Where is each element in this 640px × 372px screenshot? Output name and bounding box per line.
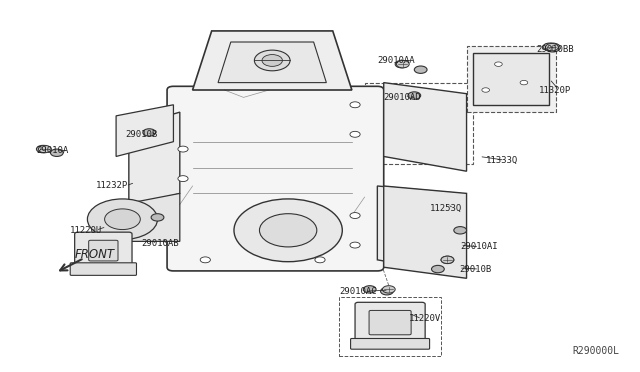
Text: 29010B: 29010B xyxy=(459,264,491,273)
Text: 11220U: 11220U xyxy=(70,226,102,235)
Circle shape xyxy=(495,62,502,66)
Text: 29010A: 29010A xyxy=(36,147,68,155)
FancyBboxPatch shape xyxy=(369,310,411,335)
Circle shape xyxy=(520,80,528,85)
Circle shape xyxy=(545,43,560,52)
Circle shape xyxy=(36,145,49,153)
Polygon shape xyxy=(467,46,556,112)
Text: 29010AC: 29010AC xyxy=(339,287,377,296)
Circle shape xyxy=(178,176,188,182)
Text: 29010AA: 29010AA xyxy=(378,56,415,65)
Circle shape xyxy=(254,50,290,71)
Circle shape xyxy=(234,199,342,262)
Text: 29010AI: 29010AI xyxy=(460,243,498,251)
Polygon shape xyxy=(129,112,180,208)
Circle shape xyxy=(454,227,467,234)
FancyBboxPatch shape xyxy=(70,263,136,275)
Circle shape xyxy=(151,214,164,221)
Circle shape xyxy=(441,256,454,263)
Text: 29010BB: 29010BB xyxy=(537,45,574,54)
Circle shape xyxy=(315,257,325,263)
Polygon shape xyxy=(384,83,467,171)
Polygon shape xyxy=(473,53,549,105)
Circle shape xyxy=(364,286,376,293)
Circle shape xyxy=(441,256,454,263)
Circle shape xyxy=(143,129,156,136)
Circle shape xyxy=(408,92,420,99)
FancyBboxPatch shape xyxy=(89,240,118,261)
Text: 11333Q: 11333Q xyxy=(486,155,518,165)
Polygon shape xyxy=(116,105,173,157)
Circle shape xyxy=(178,146,188,152)
Circle shape xyxy=(259,214,317,247)
Circle shape xyxy=(104,209,140,230)
Circle shape xyxy=(350,212,360,218)
Circle shape xyxy=(383,286,395,293)
Circle shape xyxy=(414,66,427,73)
FancyBboxPatch shape xyxy=(351,339,429,349)
Text: 11253Q: 11253Q xyxy=(430,203,463,213)
Text: 29010AD: 29010AD xyxy=(384,93,421,102)
Bar xyxy=(365,83,473,164)
Circle shape xyxy=(545,44,558,51)
Circle shape xyxy=(381,288,394,295)
Circle shape xyxy=(262,55,282,66)
Circle shape xyxy=(431,265,444,273)
FancyBboxPatch shape xyxy=(167,86,384,271)
Circle shape xyxy=(350,131,360,137)
Circle shape xyxy=(482,88,490,92)
Text: FRONT: FRONT xyxy=(75,248,115,261)
FancyBboxPatch shape xyxy=(75,232,132,269)
Circle shape xyxy=(396,61,409,68)
Circle shape xyxy=(543,43,556,51)
Text: 29010B: 29010B xyxy=(125,130,158,139)
Polygon shape xyxy=(218,42,326,83)
Text: 29010AB: 29010AB xyxy=(141,239,179,248)
Circle shape xyxy=(88,199,157,240)
Polygon shape xyxy=(384,186,467,278)
Circle shape xyxy=(395,61,408,68)
Text: 11320P: 11320P xyxy=(539,86,571,94)
Polygon shape xyxy=(378,186,460,275)
Circle shape xyxy=(38,145,51,153)
Bar xyxy=(339,297,441,356)
Circle shape xyxy=(200,257,211,263)
Polygon shape xyxy=(193,31,352,90)
Text: 11220V: 11220V xyxy=(409,314,442,323)
Circle shape xyxy=(51,149,63,157)
Circle shape xyxy=(350,242,360,248)
Circle shape xyxy=(350,102,360,108)
Text: 11232P: 11232P xyxy=(96,182,128,190)
Polygon shape xyxy=(122,193,180,241)
Text: R290000L: R290000L xyxy=(573,346,620,356)
FancyBboxPatch shape xyxy=(355,302,425,343)
